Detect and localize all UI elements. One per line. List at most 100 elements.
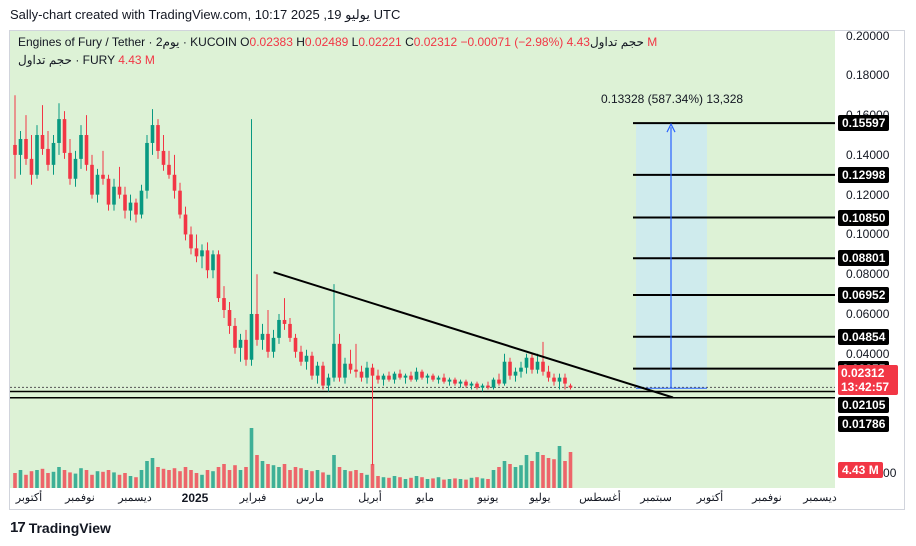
volume-bar [266,464,270,488]
volume-bar [277,467,281,488]
candle-body [139,190,144,215]
candle-body [205,250,210,271]
time-tick-label: 2025 [181,491,209,505]
volume-bar [299,468,303,488]
price-level-tag: 0.15597 [838,115,890,132]
candle-body [376,375,380,380]
price-tick-label: 0.04000 [846,346,890,361]
volume-bar [497,467,501,488]
candle-body [145,142,149,191]
candle-body [249,313,254,360]
volume-bar [431,478,435,488]
candle-body [568,385,573,388]
volume-bar [563,461,567,488]
volume-bar [508,464,512,488]
candle-body [365,367,369,378]
volume-bar [359,473,364,488]
volume-bar [337,467,342,488]
candle-body [519,367,523,372]
volume-bar [73,473,78,488]
candle-body [95,174,100,195]
price-chart[interactable]: 0.13328 (587.34%) 13,328 [10,31,835,488]
time-tick-label: مارس [296,492,324,504]
volume-bar [62,470,67,488]
volume-bar [106,470,111,488]
candle-body [51,142,56,165]
volume-bar [244,467,248,488]
candle-body [348,363,353,370]
candle-body [288,323,292,338]
volume-label: حجم تداول [589,35,644,49]
target-arrowhead [666,122,676,133]
volume-bar [370,464,375,488]
volume-bar [13,473,17,488]
candle-body [68,152,72,179]
candle-body [469,383,474,386]
volume-bar [150,458,155,488]
price-axis[interactable]: 0.200000.180000.160000.140000.120000.100… [836,29,905,488]
close-value: 0.02312 [413,35,458,49]
volume-bar [282,464,287,488]
target-measure-label: 0.13328 (587.34%) 13,328 [601,92,743,106]
tradingview-logo: 17 TradingView [10,519,111,536]
volume-bar [447,479,452,488]
symbol-legend: Engines of Fury / Tether · 2يوم · KUCOIN… [18,35,657,49]
candle-body [156,125,160,151]
candle-body [222,298,226,311]
candle-body [29,158,34,175]
candle-body [508,361,512,376]
volume-legend: حجم تداول · FURY 4.43 M [18,53,155,67]
low-value: 0.02221 [358,35,402,49]
candle-body [79,135,83,159]
candle-body [370,367,375,376]
volume-bar [436,477,441,488]
candle-body [24,138,28,159]
volume-bar [271,465,276,488]
volume-bar [183,467,188,488]
candle-body [183,214,188,235]
candle-body [271,337,276,352]
price-level-tag: 0.06952 [838,287,890,304]
candle-body [18,138,23,155]
candle-body [447,379,452,382]
candle-body [458,381,463,384]
volume-bar [79,468,83,488]
chart-plot-area[interactable]: 0.13328 (587.34%) 13,328 [10,31,835,488]
volume-bar [519,465,523,488]
candle-body [425,375,430,378]
price-tick-label: 0.10000 [846,227,890,242]
volume-bar [139,470,144,488]
high-value: 0.02489 [304,35,349,49]
tradingview-logo-text: TradingView [28,519,111,536]
volume-bar [178,471,182,488]
candle-body [436,377,441,380]
volume-bar [348,471,353,488]
volume-bar [260,461,265,488]
change-value: −0.00071 (−2.98%) [460,35,564,49]
volume-bar [480,478,485,488]
volume-bar [293,467,298,488]
volume-bar [304,470,309,488]
candle-body [530,357,534,370]
candle-body [431,375,435,380]
volume-indicator-label[interactable]: حجم تداول · FURY [18,53,115,67]
candle-body [502,361,507,384]
candle-body [392,373,397,380]
symbol-title[interactable]: Engines of Fury / Tether · 2يوم · KUCOIN [18,35,237,49]
time-tick-label: نوفمبر [65,492,95,504]
candle-body [189,234,193,249]
candle-body [46,148,50,165]
volume-bar [101,471,105,488]
volume-bar [530,461,534,488]
candle-body [106,178,111,205]
candle-body [238,339,243,348]
volume-bar [502,461,507,488]
candle-body [326,377,331,386]
candle-body [480,385,485,388]
volume-bar [194,473,199,488]
candle-body [497,379,501,384]
volume-bar [332,455,336,488]
time-axis[interactable]: أكتوبر نوفمبر ديسمبر 2025 فبراير مارس أبريل ماي… [10,488,837,509]
bar-countdown: 13:42:57 [841,380,890,394]
descending-trendline [273,271,674,399]
